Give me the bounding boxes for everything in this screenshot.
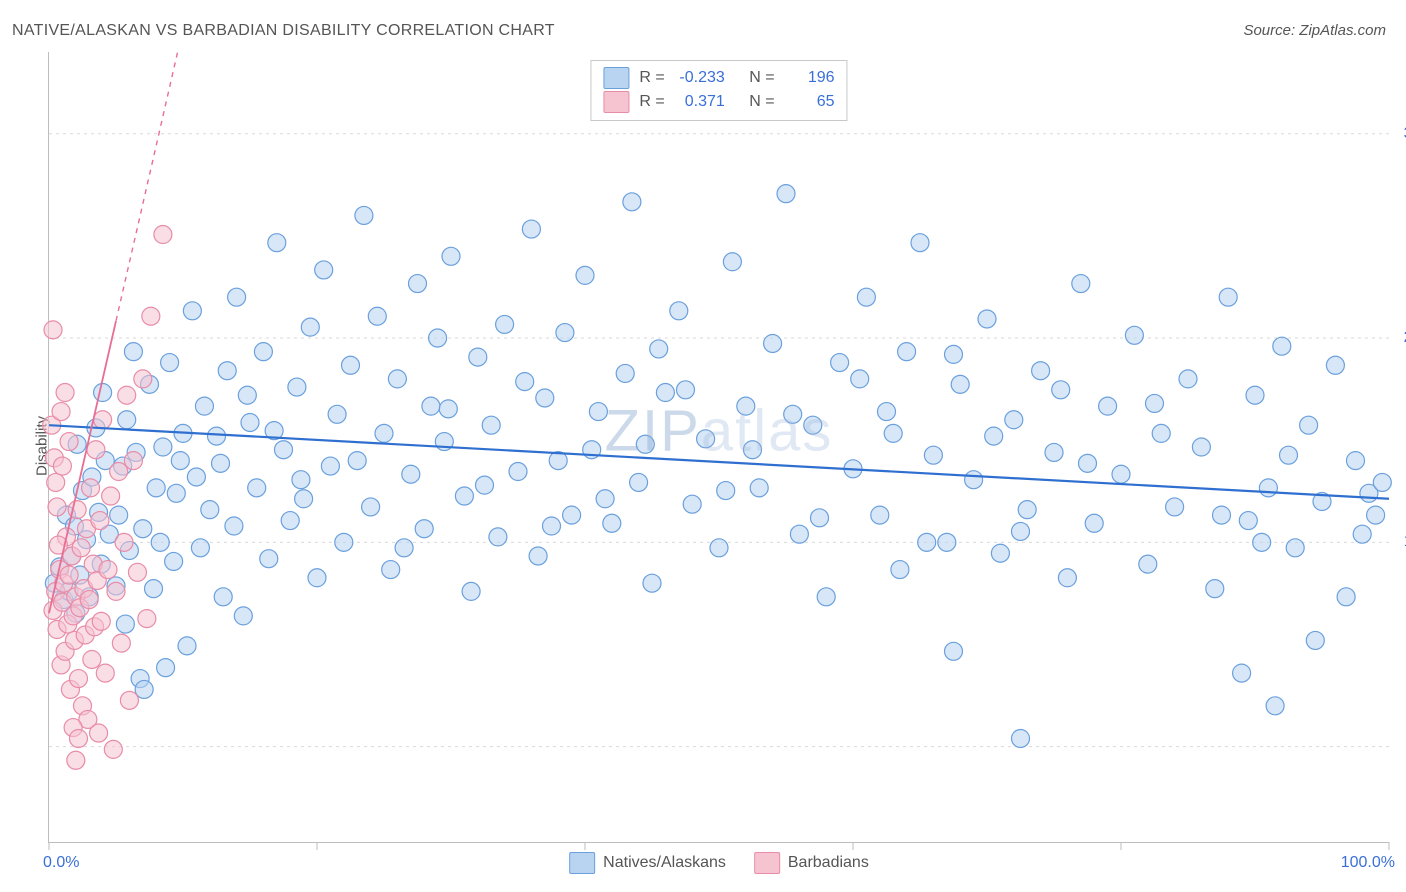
legend-swatch-0 — [569, 852, 595, 874]
swatch-series-0 — [603, 67, 629, 89]
source-label: Source: ZipAtlas.com — [1243, 22, 1386, 39]
plot-area: ZIPatlas R = -0.233 N = 196 R = 0.371 N … — [48, 52, 1389, 843]
legend-item-1: Barbadians — [754, 852, 869, 874]
r-label: R = — [639, 90, 664, 114]
bottom-legend: Natives/Alaskans Barbadians — [569, 852, 869, 874]
legend-label-0: Natives/Alaskans — [603, 854, 726, 872]
legend-item-0: Natives/Alaskans — [569, 852, 726, 874]
chart-title: NATIVE/ALASKAN VS BARBADIAN DISABILITY C… — [12, 22, 555, 40]
stats-row-0: R = -0.233 N = 196 — [603, 66, 834, 90]
legend-label-1: Barbadians — [788, 854, 869, 872]
stats-legend: R = -0.233 N = 196 R = 0.371 N = 65 — [590, 60, 847, 121]
n-label: N = — [749, 90, 774, 114]
plot-svg — [49, 52, 1389, 842]
legend-swatch-1 — [754, 852, 780, 874]
chart-container: NATIVE/ALASKAN VS BARBADIAN DISABILITY C… — [0, 0, 1406, 892]
swatch-series-1 — [603, 91, 629, 113]
x-tick-label-max: 100.0% — [1341, 854, 1395, 872]
x-tick-label-min: 0.0% — [43, 854, 79, 872]
n-label: N = — [749, 66, 774, 90]
stats-row-1: R = 0.371 N = 65 — [603, 90, 834, 114]
r-label: R = — [639, 66, 664, 90]
r-value-0: -0.233 — [675, 66, 725, 90]
n-value-0: 196 — [785, 66, 835, 90]
n-value-1: 65 — [785, 90, 835, 114]
r-value-1: 0.371 — [675, 90, 725, 114]
